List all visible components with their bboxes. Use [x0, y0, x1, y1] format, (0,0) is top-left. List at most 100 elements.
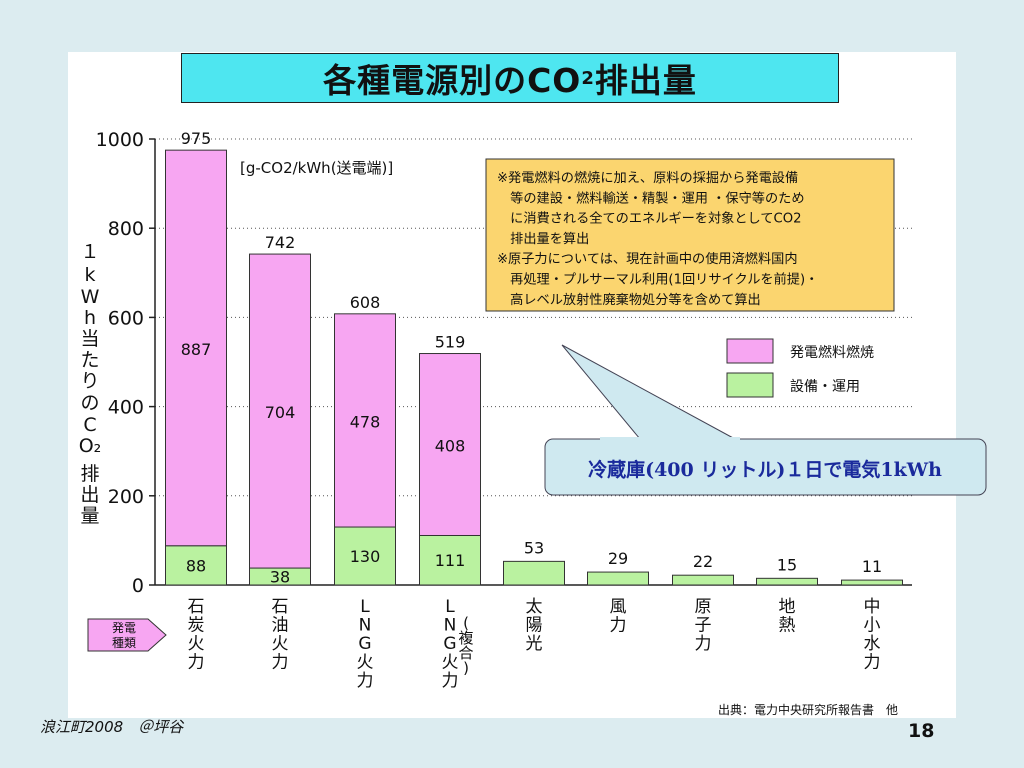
legend-swatch	[726, 338, 774, 364]
category-label-char: 力	[272, 653, 289, 673]
y-axis-label-char: C	[83, 414, 96, 436]
category-label-char: 水	[864, 634, 881, 654]
category-label-char: 小	[864, 616, 881, 636]
bar-equipment	[503, 560, 565, 586]
y-tick-label: 200	[108, 486, 144, 508]
data-label-fuel: 704	[265, 403, 296, 422]
category-label-char: G	[443, 634, 456, 654]
data-label-equipment: 88	[186, 556, 206, 575]
bar-fuel	[334, 313, 396, 528]
bar-fuel	[419, 353, 481, 536]
note-line: 排出量を算出	[497, 231, 589, 247]
data-label-fuel: 887	[181, 340, 212, 359]
category-label-char: 火	[188, 634, 205, 654]
category-label-char: 風	[610, 597, 627, 617]
y-axis-label-char: O₂	[79, 435, 102, 457]
data-label-equipment: 130	[350, 547, 381, 566]
category-tag-text: 種類	[112, 636, 136, 650]
category-label-char: L	[445, 597, 455, 617]
category-tag-text: 発電	[112, 621, 136, 635]
bar-equipment	[841, 579, 903, 586]
category-label-char: 火	[442, 653, 459, 673]
bar-equipment	[672, 574, 734, 586]
bar-fuel	[249, 253, 311, 569]
bar-equipment	[587, 571, 649, 586]
data-label-total: 11	[862, 557, 882, 576]
y-axis-label-char: h	[84, 307, 96, 329]
category-sub-char: 複	[458, 629, 473, 647]
data-label-total: 53	[524, 538, 544, 557]
category-label-char: 原	[695, 597, 712, 617]
y-axis-label-char: 当	[80, 328, 99, 350]
data-label-total: 29	[608, 549, 628, 568]
category-label-char: 太	[526, 597, 543, 617]
data-label-total: 15	[777, 555, 797, 574]
bar-equipment	[756, 577, 818, 586]
source-note: 出典：電力中央研究所報告書 他	[718, 703, 899, 717]
category-sub-char: )	[463, 659, 469, 677]
page-number: 18	[908, 720, 935, 742]
category-label-char: 中	[864, 597, 881, 617]
note-line: 高レベル放射性廃棄物処分等を含めて算出	[497, 291, 761, 308]
category-label-char: G	[358, 634, 371, 654]
bar-equipment	[334, 526, 396, 586]
data-label-total: 975	[181, 129, 212, 148]
y-tick-label: 1000	[96, 129, 144, 151]
footer-credit: 浪江町2008 ＠坪谷	[40, 718, 184, 736]
category-label-char: 油	[272, 616, 289, 636]
y-axis-label-char: り	[80, 370, 99, 392]
callout-text: 冷蔵庫(400 リットル)１日で電気1kWh	[588, 458, 942, 481]
note-line: 等の建設・燃料輸送・精製・運用 ・保守等のため	[497, 189, 805, 206]
legend-swatch	[726, 372, 774, 398]
y-tick-label: 400	[108, 397, 144, 419]
category-label-char: 力	[357, 671, 374, 691]
note-line: に消費される全てのエネルギーを対象としてCO2	[497, 210, 802, 227]
data-label-total: 519	[435, 333, 466, 352]
note-box	[485, 158, 895, 312]
category-label-char: 力	[864, 653, 881, 673]
y-axis-label-char: W	[81, 286, 100, 308]
data-label-fuel: 408	[435, 437, 466, 456]
callout-box	[544, 438, 987, 496]
y-tick-label: 600	[108, 307, 144, 329]
y-axis-label-char: 量	[80, 505, 99, 527]
data-label-total: 608	[350, 293, 381, 312]
category-label-char: N	[444, 616, 457, 636]
category-label-char: N	[359, 616, 372, 636]
note-line: 再処理・プルサーマル利用(1回リサイクルを前提)・	[497, 271, 818, 288]
category-label-char: 力	[188, 653, 205, 673]
y-tick-label: 0	[132, 575, 144, 597]
category-label-char: 熱	[779, 616, 796, 636]
data-label-equipment: 111	[435, 551, 466, 570]
category-label-char: 火	[272, 634, 289, 654]
category-label-char: 子	[695, 616, 712, 636]
unit-label: [g-CO2/kWh(送電端)]	[240, 159, 393, 177]
category-label-char: 陽	[526, 616, 543, 636]
y-axis-label-char: た	[80, 349, 99, 371]
category-label-char: 光	[526, 634, 543, 654]
y-axis-label-char: 出	[80, 484, 99, 506]
data-label-fuel: 478	[350, 412, 381, 431]
y-axis-label-char: k	[84, 264, 95, 286]
category-sub-char: 合	[458, 644, 473, 662]
title-suffix: 排出量	[594, 61, 697, 100]
data-label-total: 22	[693, 552, 713, 571]
category-label-char: 地	[779, 597, 796, 617]
bar-fuel	[165, 149, 227, 547]
legend-label: 設備・運用	[790, 379, 860, 395]
category-label-char: 力	[695, 634, 712, 654]
category-label-char: 火	[357, 653, 374, 673]
category-label-char: L	[360, 597, 370, 617]
y-axis-label-char: 排	[80, 463, 99, 485]
data-label-equipment: 38	[270, 568, 290, 587]
category-sub-char: (	[463, 614, 469, 632]
callout-pointer	[561, 344, 736, 440]
y-axis-label-char: １	[80, 241, 99, 263]
y-tick-label: 800	[108, 218, 144, 240]
category-label-char: 力	[610, 616, 627, 636]
legend-label: 発電燃料燃焼	[790, 344, 874, 361]
category-label-char: 炭	[188, 616, 205, 636]
note-line: ※原子力については、現在計画中の使用済燃料国内	[497, 250, 798, 267]
category-tag	[87, 618, 167, 652]
category-label-char: 石	[188, 597, 205, 617]
